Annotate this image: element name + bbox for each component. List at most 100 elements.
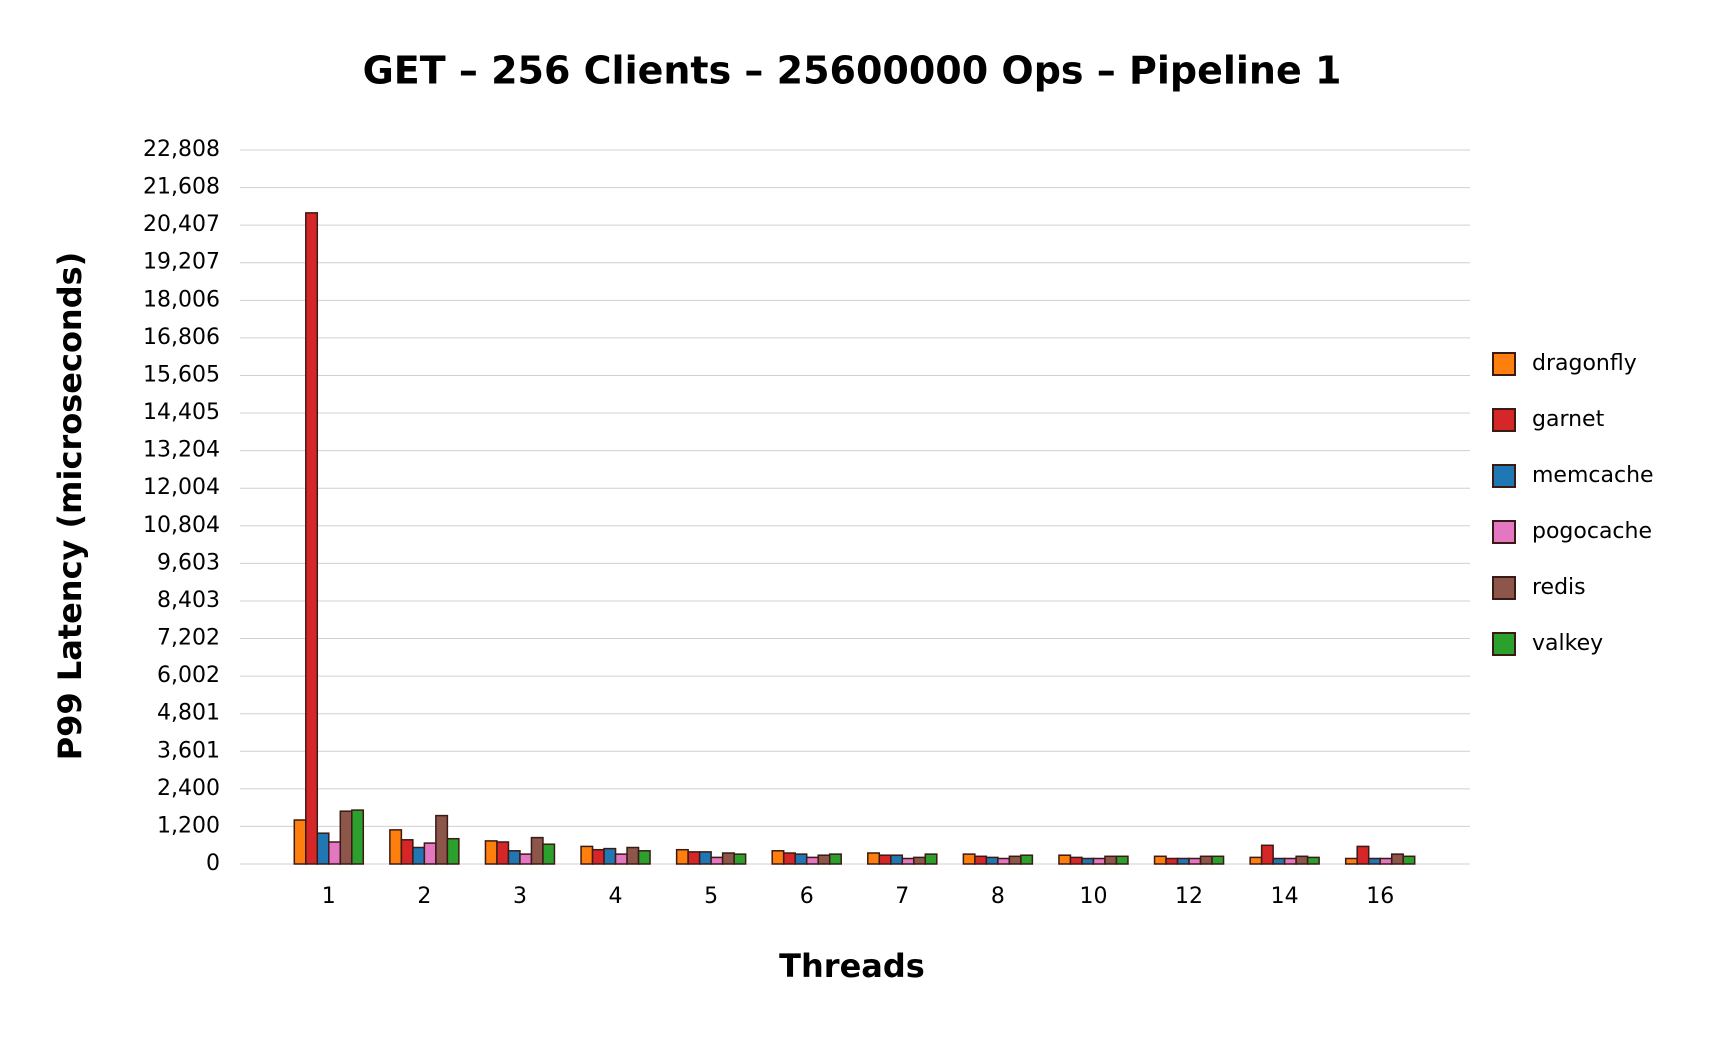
bar: [687, 851, 701, 865]
x-tick-label: 3: [513, 884, 527, 909]
y-tick-label: 18,006: [143, 287, 220, 312]
bar: [794, 853, 808, 865]
bar: [580, 845, 594, 865]
y-tick-label: 20,407: [143, 212, 220, 237]
y-tick-label: 1,200: [157, 813, 220, 838]
y-tick-label: 9,603: [157, 550, 220, 575]
bar: [1306, 856, 1320, 865]
bar: [423, 842, 437, 865]
y-tick-label: 7,202: [157, 626, 220, 651]
y-tick-label: 13,204: [143, 438, 220, 463]
y-tick-label: 4,801: [157, 701, 220, 726]
bar: [901, 857, 915, 865]
legend-label: pogocache: [1532, 519, 1652, 544]
y-tick-label: 16,806: [143, 325, 220, 350]
legend-swatch: [1492, 520, 1516, 544]
bar: [867, 852, 881, 865]
bar: [1356, 845, 1370, 865]
bar: [1081, 857, 1095, 865]
bar: [1020, 854, 1034, 865]
legend-label: memcache: [1532, 463, 1654, 488]
x-tick-label: 1: [322, 884, 336, 909]
bar: [400, 839, 414, 865]
bar: [446, 837, 460, 865]
bar: [316, 832, 330, 865]
legend-label: valkey: [1532, 631, 1603, 656]
bar: [782, 852, 796, 865]
y-tick-label: 22,808: [143, 137, 220, 162]
bar: [1176, 857, 1190, 865]
bar: [519, 853, 533, 865]
bar: [771, 850, 785, 865]
legend-swatch: [1492, 464, 1516, 488]
bar: [733, 853, 747, 865]
bar: [614, 853, 628, 865]
bar: [1115, 855, 1129, 865]
bar: [1104, 855, 1118, 865]
y-tick-label: 15,605: [143, 362, 220, 387]
legend-label: garnet: [1532, 407, 1605, 432]
bar: [484, 840, 498, 865]
bar: [1199, 855, 1213, 865]
bar: [962, 853, 976, 865]
x-axis-title: Threads: [779, 947, 925, 985]
bar: [698, 851, 712, 865]
bar: [1402, 855, 1416, 865]
bar: [435, 814, 449, 865]
bar: [1379, 857, 1393, 865]
x-tick-label: 16: [1366, 884, 1394, 909]
bar: [913, 856, 927, 865]
bar: [339, 810, 353, 865]
bar: [1249, 856, 1263, 865]
x-tick-label: 5: [704, 884, 718, 909]
bar: [974, 855, 988, 865]
bar: [1058, 854, 1072, 865]
y-tick-label: 2,400: [157, 776, 220, 801]
y-axis-title: P99 Latency (microseconds): [51, 252, 89, 761]
bar: [1092, 857, 1106, 865]
bar: [293, 819, 307, 865]
bar: [305, 212, 319, 865]
bar: [878, 854, 892, 865]
x-tick-label: 2: [417, 884, 431, 909]
bar: [985, 856, 999, 865]
y-tick-label: 10,804: [143, 513, 220, 538]
bar: [328, 841, 342, 865]
bar: [721, 852, 735, 865]
bar: [710, 856, 724, 865]
bar: [351, 809, 365, 865]
bar: [1272, 857, 1286, 865]
bar: [542, 843, 556, 865]
bar: [530, 836, 544, 865]
bar: [1153, 855, 1167, 865]
legend-swatch: [1492, 352, 1516, 376]
bar: [591, 848, 605, 865]
x-tick-label: 12: [1175, 884, 1203, 909]
legend-swatch: [1492, 576, 1516, 600]
bar: [805, 856, 819, 865]
x-tick-label: 10: [1079, 884, 1107, 909]
y-tick-label: 14,405: [143, 400, 220, 425]
bar: [675, 848, 689, 865]
legend-swatch: [1492, 632, 1516, 656]
bar: [890, 854, 904, 865]
y-tick-label: 19,207: [143, 250, 220, 275]
bar: [603, 847, 617, 865]
legend-label: dragonfly: [1532, 351, 1637, 376]
bar: [507, 850, 521, 865]
x-tick-label: 6: [800, 884, 814, 909]
bar: [1367, 857, 1381, 865]
bar: [828, 853, 842, 865]
x-tick-label: 7: [895, 884, 909, 909]
chart-title: GET – 256 Clients – 25600000 Ops – Pipel…: [363, 49, 1342, 93]
bar: [1188, 857, 1202, 865]
y-tick-label: 6,002: [157, 663, 220, 688]
bar: [496, 841, 510, 865]
bar: [412, 846, 426, 865]
bar: [1295, 855, 1309, 865]
bar: [817, 854, 831, 865]
bar: [1344, 857, 1358, 865]
legend-swatch: [1492, 408, 1516, 432]
legend-label: redis: [1532, 575, 1586, 600]
